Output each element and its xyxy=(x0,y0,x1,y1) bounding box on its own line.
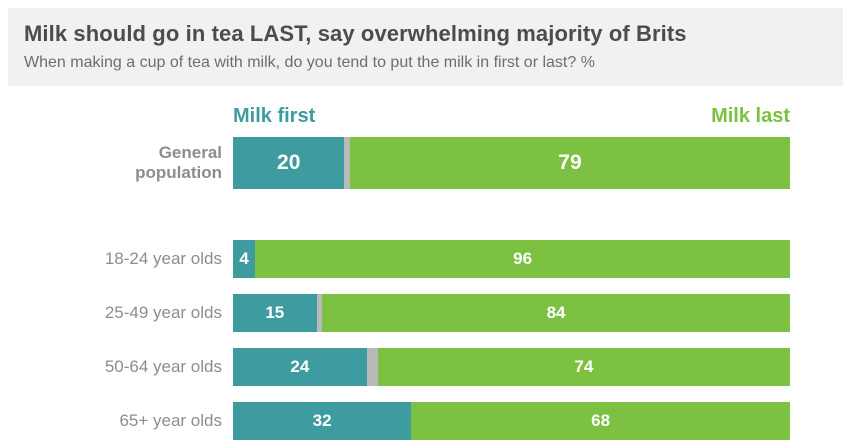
bar-row: 25-49 year olds 15 84 xyxy=(0,294,790,332)
milk-last-segment: 74 xyxy=(377,348,790,386)
milk-first-value: 24 xyxy=(290,357,310,376)
stacked-bar-chart: Milk first Milk last General population … xyxy=(0,102,850,440)
legend-track: Milk first Milk last xyxy=(233,102,790,128)
bar-row: 50-64 year olds 24 74 xyxy=(0,348,790,386)
milk-first-segment: 15 xyxy=(233,294,317,332)
bar-track: 15 84 xyxy=(233,294,790,332)
milk-last-segment: 96 xyxy=(255,240,790,278)
row-category-label: 25-49 year olds xyxy=(104,302,222,322)
milk-first-value: 15 xyxy=(265,303,285,322)
chart-title: Milk should go in tea LAST, say overwhel… xyxy=(24,21,687,46)
row-category-label: 50-64 year olds xyxy=(104,356,222,376)
legend-milk-first-label: Milk first xyxy=(233,105,316,127)
bar-track: 20 79 xyxy=(233,137,790,189)
bar-track: 24 74 xyxy=(233,348,790,386)
milk-last-segment: 79 xyxy=(349,137,790,189)
bar-track: 32 68 xyxy=(233,402,790,440)
milk-last-value: 68 xyxy=(591,411,611,430)
row-category-label: General population xyxy=(135,142,222,182)
chart-header: Milk should go in tea LAST, say overwhel… xyxy=(8,8,843,86)
bar-row: General population 20 79 xyxy=(0,137,790,189)
row-category-label: 65+ year olds xyxy=(119,410,222,430)
milk-first-segment: 32 xyxy=(233,402,412,440)
unlabeled-gap-segment xyxy=(366,348,378,386)
legend-spacer xyxy=(0,102,233,128)
bar-rows-container: General population 20 79 18-24 year olds… xyxy=(0,137,790,440)
milk-last-value: 84 xyxy=(546,303,566,322)
milk-first-value: 20 xyxy=(277,151,301,174)
milk-first-segment: 24 xyxy=(233,348,367,386)
milk-last-value: 96 xyxy=(513,249,533,268)
milk-last-value: 79 xyxy=(558,151,582,174)
milk-last-value: 74 xyxy=(574,357,594,376)
row-category-label: 18-24 year olds xyxy=(104,248,222,268)
milk-last-segment: 68 xyxy=(411,402,790,440)
milk-first-value: 4 xyxy=(239,249,249,268)
milk-last-segment: 84 xyxy=(322,294,790,332)
unlabeled-gap-segment xyxy=(316,294,323,332)
legend-milk-last-label: Milk last xyxy=(711,105,790,127)
bar-row: 18-24 year olds 4 96 xyxy=(0,240,790,278)
milk-first-segment: 20 xyxy=(233,137,345,189)
legend: Milk first Milk last xyxy=(0,102,790,128)
bar-track: 4 96 xyxy=(233,240,790,278)
milk-first-segment: 4 xyxy=(233,240,256,278)
unlabeled-gap-segment xyxy=(344,137,350,189)
bar-row: 65+ year olds 32 68 xyxy=(0,402,790,440)
chart-subtitle: When making a cup of tea with milk, do y… xyxy=(24,54,595,71)
milk-first-value: 32 xyxy=(312,411,332,430)
